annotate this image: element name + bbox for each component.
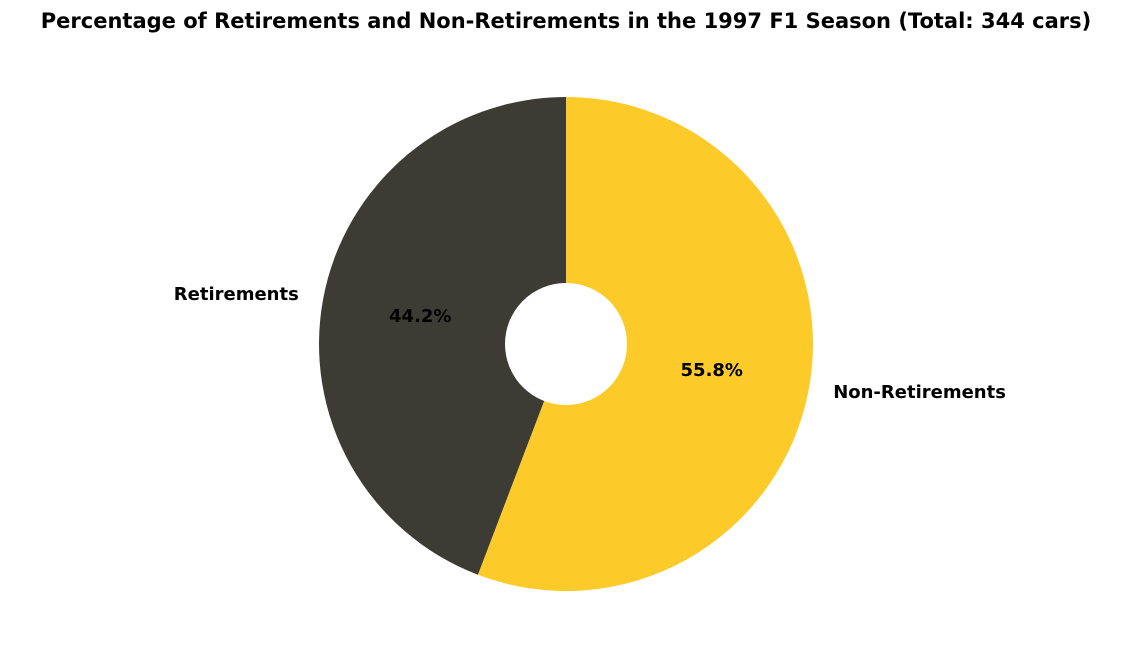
chart-title: Percentage of Retirements and Non-Retire… bbox=[41, 9, 1091, 33]
pie-labels: Retirements 44.2% Non-Retirements 55.8% bbox=[174, 284, 1006, 403]
pct-label-non-retirements: 55.8% bbox=[681, 360, 743, 381]
pct-label-retirements: 44.2% bbox=[389, 306, 451, 327]
pie-slice-retirements bbox=[319, 97, 566, 575]
pie-slices bbox=[319, 97, 814, 591]
donut-hole bbox=[505, 283, 627, 405]
slice-label-non-retirements: Non-Retirements bbox=[833, 382, 1006, 403]
slice-label-retirements: Retirements bbox=[174, 284, 299, 305]
pie-slice-non-retirements bbox=[477, 97, 814, 591]
